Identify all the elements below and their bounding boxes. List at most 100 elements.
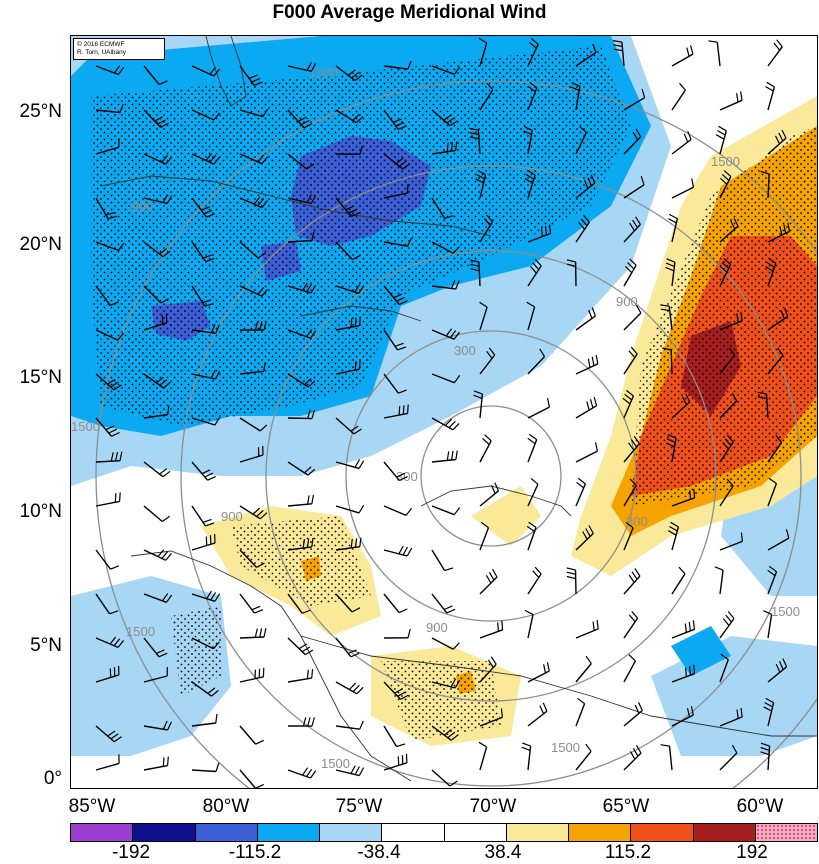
wind-barb-flag <box>445 568 454 571</box>
wind-barb-flag <box>312 495 314 504</box>
wind-barb-shaft <box>240 594 255 613</box>
wind-barb-flag <box>690 490 691 499</box>
wind-barb-shaft <box>624 313 641 330</box>
wind-barb-flag <box>359 461 364 469</box>
wind-barb-shaft <box>528 574 541 594</box>
colorbar <box>70 823 818 842</box>
wind-barb-shaft <box>624 618 638 638</box>
wind-barb-shaft <box>192 506 205 526</box>
contour-label: 300 <box>626 514 648 529</box>
lon-label: 80°W <box>186 796 266 818</box>
wind-barb-flag <box>689 622 690 631</box>
wind-barb-flag <box>717 131 725 136</box>
wind-barb-flag <box>252 606 260 609</box>
wind-barb-flag <box>444 606 452 610</box>
wind-barb-flag <box>592 308 595 316</box>
lon-label: 75°W <box>319 796 399 818</box>
wind-barb-flag <box>168 757 169 766</box>
wind-barb-flag <box>299 644 307 649</box>
wind-barb-flag <box>408 184 409 193</box>
wind-barb-flag <box>349 683 355 689</box>
wind-barb-shaft <box>768 47 782 66</box>
wind-barb-flag <box>737 93 738 102</box>
wind-barb-shaft <box>672 574 685 594</box>
contour-label: 900 <box>221 509 243 524</box>
wind-barb-shaft <box>192 543 215 550</box>
wind-barb-flag <box>547 662 549 671</box>
wind-barb-shaft <box>432 506 454 515</box>
wind-barb-shaft <box>671 350 672 374</box>
wind-barb-flag <box>355 361 356 370</box>
wind-barb-shaft <box>336 726 360 729</box>
wind-barb-flag <box>632 611 638 618</box>
wind-barb-flag <box>399 406 400 415</box>
colorbar-segment <box>445 824 507 841</box>
wind-barb-flag <box>594 397 596 406</box>
wind-barb-shaft <box>384 726 397 747</box>
wind-barb-flag <box>479 742 487 747</box>
wind-barb-flag <box>355 460 360 468</box>
wind-barb-flag <box>449 421 455 428</box>
wind-barb-flag <box>578 478 585 484</box>
wind-barb-shaft <box>576 704 585 726</box>
wind-barb-shaft <box>144 506 162 522</box>
wind-barb-shaft <box>288 678 312 682</box>
wind-barb-flag <box>661 745 670 746</box>
wind-barb-flag <box>305 650 313 655</box>
wind-barb-flag <box>111 566 119 569</box>
wind-barb-flag <box>591 399 593 408</box>
wind-barb-flag <box>529 434 536 439</box>
wind-barb-flag <box>540 706 544 714</box>
wind-barb-flag <box>360 360 361 369</box>
wind-barb-flag <box>535 567 541 574</box>
wind-barb-flag <box>308 495 310 504</box>
wind-barb-flag <box>593 622 594 631</box>
wind-barb-flag <box>452 451 453 460</box>
wind-barb-flag <box>486 575 491 583</box>
lat-label: 5°N <box>2 635 62 657</box>
lat-label: 25°N <box>2 101 62 123</box>
lon-label: 85°W <box>52 796 132 818</box>
colorbar-segment <box>569 824 631 841</box>
contour-label: 1500 <box>71 419 100 434</box>
wind-barb-shaft <box>432 550 445 571</box>
wind-barb-flag <box>533 571 539 578</box>
wind-barb-flag <box>567 572 576 574</box>
wind-barb-flag <box>406 508 412 515</box>
colorbar-segment <box>71 824 133 841</box>
wind-barb-flag <box>588 359 590 368</box>
contour-label: 1500 <box>551 740 580 755</box>
wind-barb-flag <box>694 665 695 674</box>
wind-barb-flag <box>630 751 635 759</box>
wind-barb-shaft <box>672 54 693 66</box>
wind-barb-flag <box>264 628 266 637</box>
map-plot-area: 1500 900 300 300 900 1500 1500 1500 1500… <box>70 35 818 789</box>
contour-label: 1500 <box>126 624 155 639</box>
wind-barb-flag <box>357 687 363 694</box>
wind-barb-flag <box>489 572 494 580</box>
wind-barb-flag <box>403 405 404 414</box>
wind-barb-flag <box>163 471 170 476</box>
wind-barb-flag <box>407 548 412 556</box>
wind-barb-flag <box>399 609 407 613</box>
wind-barb-shaft <box>528 407 549 418</box>
wind-barb-shaft <box>576 570 577 594</box>
wind-barb-flag <box>353 685 359 691</box>
wind-barb-flag <box>502 621 503 630</box>
wind-barb-shaft <box>576 484 585 506</box>
wind-barb-shaft <box>528 484 538 506</box>
wind-barb-flag <box>307 670 308 679</box>
wind-barb-shaft <box>670 746 673 770</box>
wind-barb-flag <box>485 435 492 441</box>
wind-barb-shaft <box>384 594 399 613</box>
wind-barb-flag <box>719 126 727 131</box>
wind-barb-flag <box>694 489 695 498</box>
wind-barb-shaft <box>336 638 351 657</box>
wind-barb-flag <box>567 568 576 570</box>
wind-barb-flag <box>680 83 686 90</box>
wind-barb-flag <box>166 553 172 560</box>
wind-barb-shaft <box>432 770 450 786</box>
colorbar-segment <box>196 824 258 841</box>
colorbar-label: 192 <box>707 842 797 864</box>
colorbar-segment <box>694 824 756 841</box>
